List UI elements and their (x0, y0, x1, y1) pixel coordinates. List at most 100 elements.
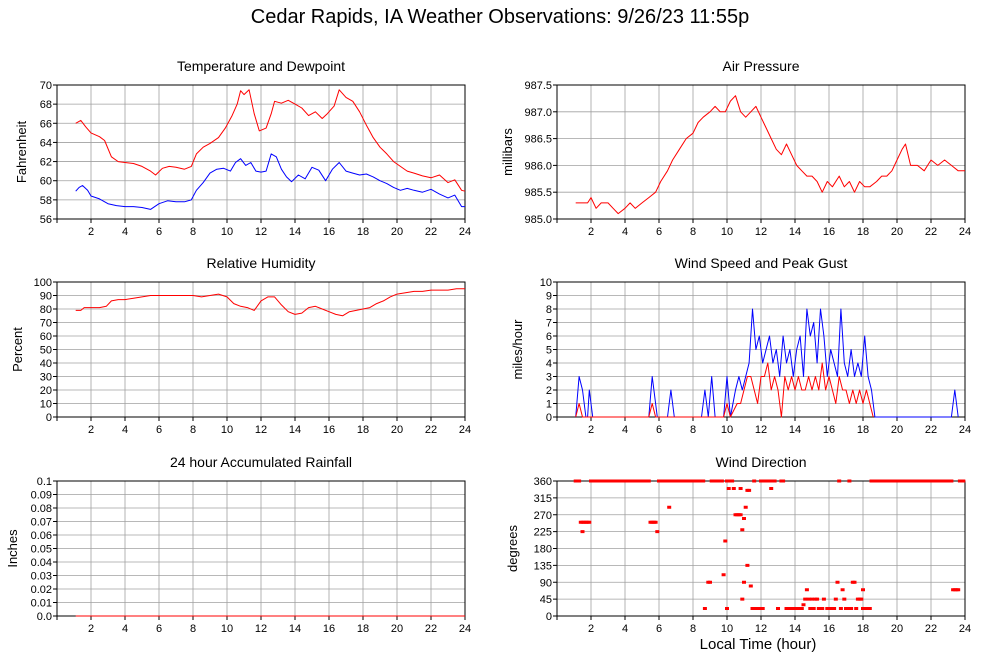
data-point (726, 487, 731, 490)
y-tick-label: 50 (40, 345, 52, 357)
plot-frame (56, 281, 466, 418)
data-point (808, 607, 813, 610)
data-point (772, 479, 777, 483)
data-point (842, 597, 847, 601)
data-point (721, 573, 726, 577)
x-tick-label: 6 (656, 623, 662, 635)
y-tick-label: 986.0 (524, 160, 552, 172)
data-point (701, 479, 706, 483)
data-point (740, 597, 745, 601)
x-tick-label: 16 (323, 226, 335, 238)
y-tick-label: 315 (534, 493, 552, 505)
y-tick-label: 225 (534, 527, 552, 539)
plot-frame (556, 281, 966, 418)
series-line-0 (75, 288, 465, 317)
x-tick-label: 18 (357, 424, 369, 436)
y-tick-label: 8 (546, 304, 552, 316)
x-tick-label: 12 (755, 226, 767, 238)
plot-frame (56, 84, 466, 220)
x-tick-label: 24 (959, 226, 971, 238)
data-point (810, 597, 814, 601)
data-point (852, 580, 857, 584)
y-tick-label: 0.02 (31, 584, 52, 596)
x-tick-label: 14 (289, 226, 301, 238)
x-tick-label: 24 (459, 623, 471, 635)
data-point (696, 479, 701, 483)
chart-title: Wind Speed and Peak Gust (675, 255, 848, 271)
y-tick-label: 3 (546, 372, 552, 384)
x-tick-label: 2 (588, 424, 594, 436)
x-tick-label: 6 (656, 226, 662, 238)
data-point (847, 479, 852, 483)
y-tick-label: 1 (546, 399, 552, 411)
y-tick-label: 60 (40, 331, 52, 343)
chart-title: Relative Humidity (207, 255, 316, 271)
x-tick-label: 16 (823, 424, 835, 436)
x-tick-label: 10 (721, 623, 733, 635)
x-tick-label: 22 (425, 424, 437, 436)
x-tick-label: 16 (823, 623, 835, 635)
y-tick-label: 986.5 (524, 134, 552, 146)
x-tick-label: 14 (789, 623, 801, 635)
x-tick-label: 20 (891, 623, 903, 635)
data-point (577, 479, 582, 483)
y-tick-label: 0.05 (31, 544, 52, 556)
x-tick-label: 16 (823, 226, 835, 238)
x-tick-label: 18 (357, 623, 369, 635)
x-tick-label: 24 (459, 226, 471, 238)
data-point (740, 528, 745, 532)
x-tick-label: 6 (656, 424, 662, 436)
x-tick-label: 20 (891, 226, 903, 238)
y-tick-label: 5 (546, 345, 552, 357)
x-tick-label: 4 (622, 226, 628, 238)
y-tick-label: 0 (546, 412, 552, 424)
x-tick-label: 10 (221, 424, 233, 436)
x-tick-label: 10 (221, 226, 233, 238)
data-point (646, 479, 651, 483)
data-point (961, 479, 966, 483)
x-tick-label: 8 (190, 424, 196, 436)
x-tick-label: 10 (721, 424, 733, 436)
x-tick-label: 18 (357, 226, 369, 238)
data-point (743, 505, 748, 509)
data-point (838, 607, 843, 610)
data-point (867, 607, 872, 610)
x-tick-label: 12 (255, 424, 267, 436)
x-tick-label: 20 (891, 424, 903, 436)
x-tick-label: 2 (88, 424, 94, 436)
data-point (738, 513, 743, 517)
y-tick-label: 7 (546, 318, 552, 330)
plot-frame (556, 84, 966, 220)
data-point (781, 479, 786, 483)
x-tick-label: 4 (622, 424, 628, 436)
data-point (655, 530, 660, 534)
data-point (804, 588, 809, 592)
y-tick-label: 135 (534, 560, 552, 572)
data-point (820, 607, 825, 610)
y-tick-label: 70 (40, 318, 52, 330)
y-tick-label: 4 (546, 358, 552, 370)
series-line-1 (575, 362, 874, 418)
y-tick-label: 9 (546, 291, 552, 303)
x-tick-label: 16 (323, 424, 335, 436)
x-tick-label: 24 (459, 424, 471, 436)
x-tick-label: 2 (88, 623, 94, 635)
data-point (815, 597, 820, 601)
data-point (587, 520, 592, 524)
x-tick-label: 8 (190, 226, 196, 238)
x-tick-label: 22 (425, 226, 437, 238)
data-point (725, 479, 729, 483)
y-tick-label: 45 (540, 594, 552, 606)
x-tick-label: 4 (122, 424, 128, 436)
data-point (742, 517, 746, 520)
x-tick-label: 12 (255, 226, 267, 238)
x-tick-label: 20 (391, 623, 403, 635)
x-tick-label: 22 (925, 424, 937, 436)
y-tick-label: 30 (40, 372, 52, 384)
